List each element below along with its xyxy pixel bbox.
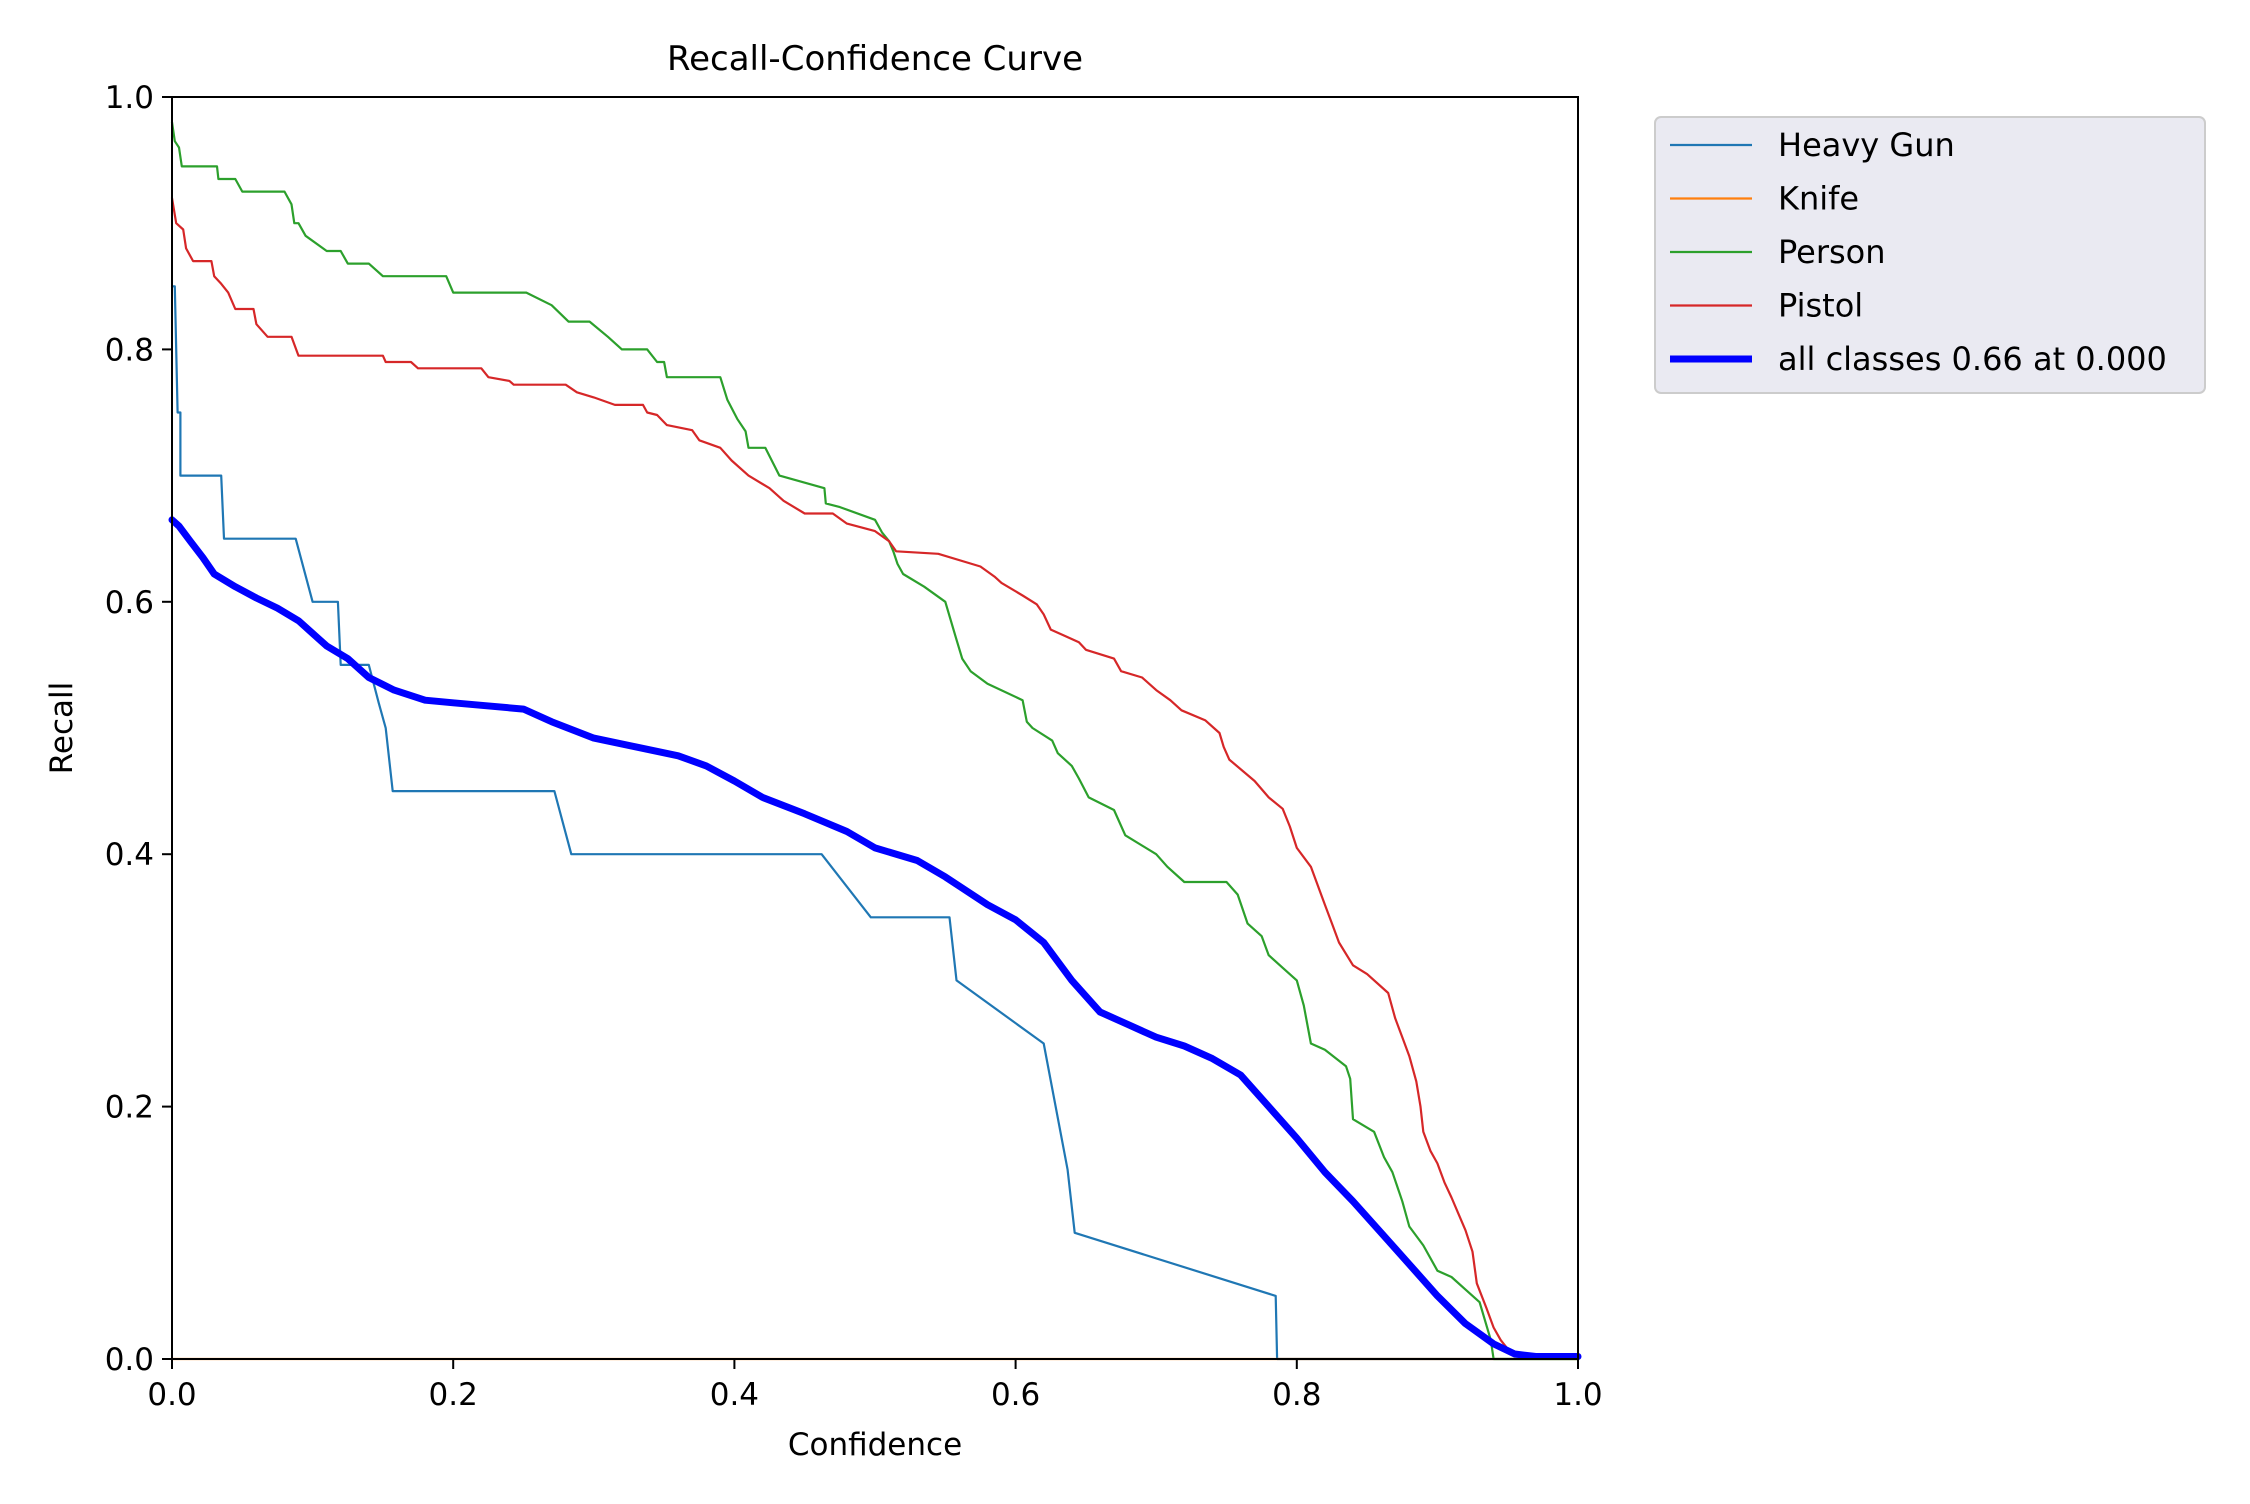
y-tick-label: 1.0: [105, 80, 154, 116]
legend-label-pistol: Pistol: [1778, 287, 1863, 325]
legend-box: [1654, 116, 2206, 394]
y-axis: 0.0 0.2 0.4 0.6 0.8 1.0: [105, 80, 172, 1378]
x-tick-label: 0.0: [147, 1377, 196, 1413]
y-axis-label: Recall: [44, 682, 80, 775]
chart-title: Recall-Confidence Curve: [667, 39, 1083, 79]
y-tick-label: 0.8: [105, 332, 154, 368]
series-line-heavy-gun: [170, 285, 1580, 1361]
y-tick-label: 0.2: [105, 1090, 154, 1126]
legend-label-person: Person: [1778, 233, 1886, 271]
series-line-all-classes-0-66-at-0-000: [168, 516, 1582, 1360]
x-tick-label: 0.4: [710, 1377, 759, 1413]
legend: Heavy Gun Knife Person Pistol all classes 0.…: [1654, 116, 2206, 394]
x-tick-label: 0.6: [991, 1377, 1040, 1413]
legend-label-heavy-gun: Heavy Gun: [1778, 126, 1955, 164]
plot-lines: [168, 121, 1582, 1361]
x-tick-label: 1.0: [1553, 1377, 1602, 1413]
x-tick-label: 0.8: [1272, 1377, 1321, 1413]
plot-frame: [171, 96, 1579, 1360]
series-line-pistol: [170, 196, 1580, 1361]
x-axis-label: Confidence: [788, 1427, 962, 1463]
y-tick-label: 0.0: [105, 1342, 154, 1378]
y-tick-label: 0.6: [105, 585, 154, 621]
legend-items: Heavy Gun Knife Person Pistol all classes 0.…: [1670, 126, 2167, 378]
series-line-person: [170, 121, 1580, 1361]
x-axis: 0.0 0.2 0.4 0.6 0.8 1.0: [147, 1359, 1603, 1413]
legend-label-all-classes-0-66-at-0-000: all classes 0.66 at 0.000: [1778, 340, 2167, 378]
y-tick-label: 0.4: [105, 837, 154, 873]
legend-label-knife: Knife: [1778, 180, 1859, 218]
x-tick-label: 0.2: [429, 1377, 478, 1413]
